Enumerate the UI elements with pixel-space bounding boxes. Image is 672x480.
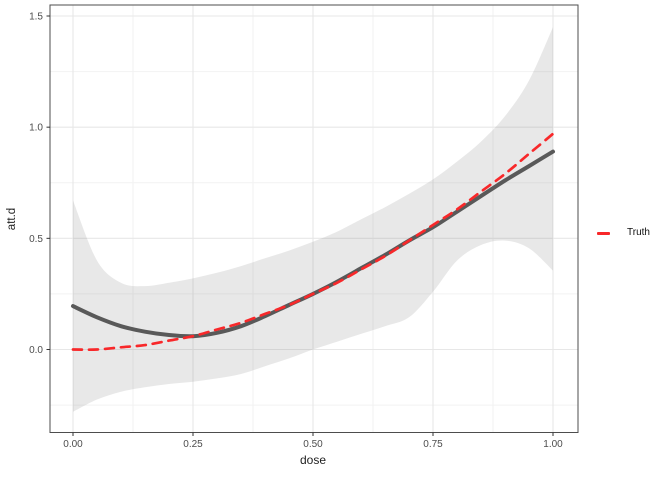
x-tick-label: 0.00 (63, 439, 83, 450)
y-tick-label: 0.0 (29, 345, 43, 356)
confidence-ribbon (73, 27, 553, 412)
y-tick-label: 0.5 (29, 234, 43, 245)
truth-line-key-icon (597, 231, 610, 235)
legend: Truth (597, 225, 650, 241)
y-tick-label: 1.0 (29, 123, 43, 134)
x-tick-label: 1.00 (543, 439, 563, 450)
legend-item-truth: Truth (627, 227, 650, 238)
x-tick-label: 0.25 (183, 439, 203, 450)
panel-border (49, 4, 579, 433)
x-axis-title: dose (299, 453, 327, 467)
y-axis-title: att.d (6, 207, 18, 231)
x-tick-label: 0.50 (303, 439, 323, 450)
x-tick-label: 0.75 (423, 439, 443, 450)
curve-truth (71, 132, 555, 352)
y-tick-label: 1.5 (29, 12, 43, 23)
